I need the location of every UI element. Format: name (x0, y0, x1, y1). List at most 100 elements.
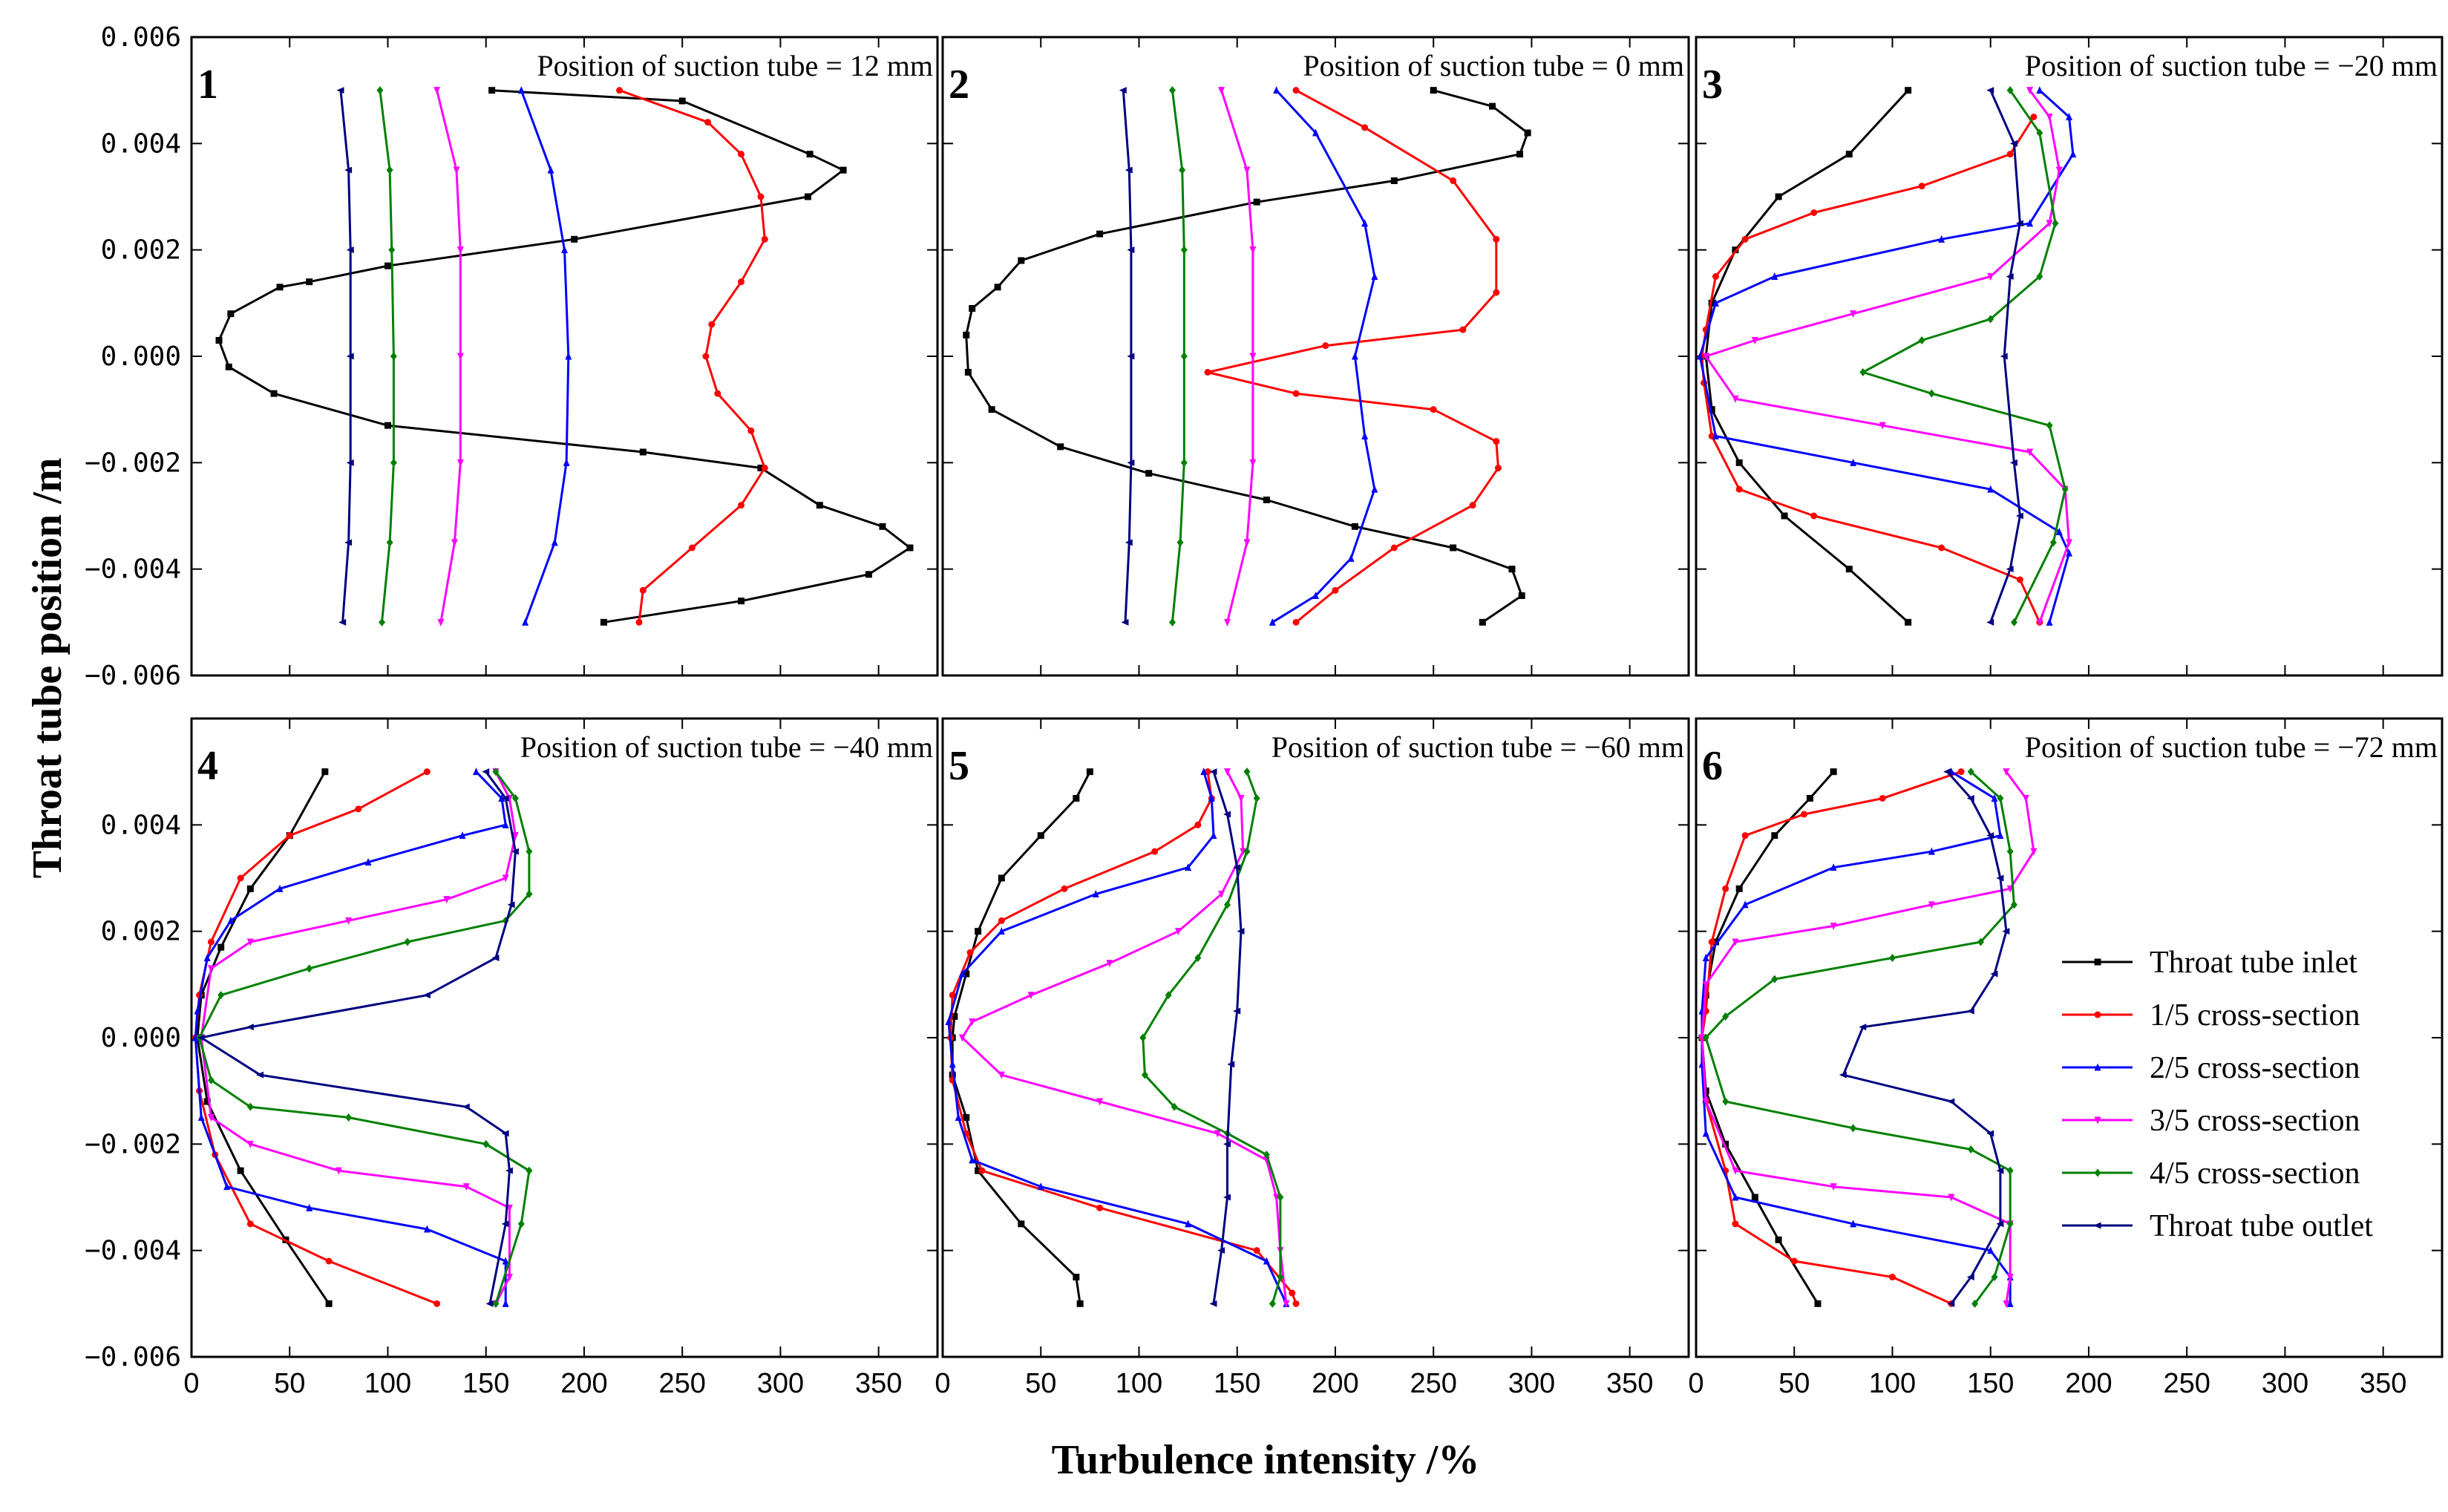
y-tick-label: 0.004 (101, 810, 181, 840)
data-point (1712, 298, 1719, 307)
series-throat-tube-outlet (1209, 768, 1245, 1307)
data-point (1253, 1247, 1260, 1254)
y-tick-label: 0.004 (101, 128, 181, 159)
data-point (963, 970, 970, 978)
series-2-5-cross-section (1698, 768, 2014, 1307)
data-point (227, 310, 235, 318)
x-tick-label: 50 (1778, 1368, 1810, 1399)
data-point (306, 1203, 313, 1211)
data-point (1741, 900, 1749, 909)
series-3-5-cross-section (958, 768, 1290, 1308)
data-point (1702, 1129, 1709, 1137)
data-point (1283, 1300, 1290, 1308)
data-point (1390, 544, 1398, 552)
data-point (2049, 538, 2057, 547)
data-point (1741, 235, 1749, 243)
data-point (1127, 459, 1135, 466)
series-4-5-cross-section (1859, 86, 2069, 626)
data-point (1312, 592, 1319, 599)
series-4-5-cross-section (1702, 768, 2017, 1308)
data-point (2046, 421, 2053, 430)
data-point (203, 1098, 211, 1105)
data-point (1967, 1145, 1974, 1153)
data-point (1928, 847, 1935, 855)
data-point (433, 1300, 441, 1307)
data-point (2009, 459, 2017, 466)
data-point (215, 337, 223, 344)
data-point (975, 1167, 982, 1174)
data-point (492, 1299, 500, 1308)
data-point (1990, 970, 1998, 978)
x-tick-label: 0 (183, 1368, 199, 1399)
data-point (2052, 219, 2059, 228)
data-point (639, 448, 647, 456)
data-point (2036, 128, 2043, 137)
data-point (197, 1113, 205, 1121)
data-point (1830, 1183, 1837, 1191)
data-point (364, 858, 372, 865)
data-point (1061, 885, 1068, 892)
data-point (1722, 1140, 1729, 1148)
panel-title: Position of suction tube = −40 mm (520, 730, 933, 764)
data-point (526, 890, 533, 898)
data-point (1971, 1299, 1979, 1308)
data-point (969, 305, 976, 312)
x-tick-label: 350 (855, 1368, 902, 1399)
series-throat-tube-outlet (1986, 87, 2023, 626)
data-point (2006, 1220, 2014, 1228)
data-point (207, 938, 215, 946)
data-point (1918, 336, 1925, 344)
data-point (203, 954, 211, 961)
data-point (1702, 353, 1709, 361)
data-point (1722, 885, 1729, 892)
data-point (437, 618, 445, 626)
series-throat-tube-inlet (1702, 87, 1912, 626)
series-line (951, 771, 1091, 1304)
series-1-5-cross-section (192, 768, 441, 1307)
data-point (1361, 432, 1369, 439)
data-point (1027, 992, 1035, 1000)
data-point (1708, 938, 1715, 946)
data-point (963, 1114, 970, 1121)
data-point (704, 119, 712, 126)
data-point (1217, 1247, 1225, 1254)
data-point (217, 943, 225, 951)
data-point (1223, 1140, 1231, 1148)
data-point (345, 1113, 353, 1122)
data-point (1996, 1220, 2004, 1228)
data-point (246, 885, 254, 892)
data-point (1830, 923, 1837, 930)
panel-5: 0 50 100 150 200 250 300 350 5 Position of suctio… (935, 717, 1690, 1399)
data-point (1208, 794, 1215, 802)
data-point (1176, 538, 1184, 547)
data-point (1273, 1194, 1280, 1202)
data-point (492, 768, 500, 776)
data-point (1459, 326, 1467, 333)
data-point (1966, 1274, 1974, 1280)
data-point (511, 832, 519, 840)
data-point (1830, 768, 1837, 776)
data-point (501, 1220, 509, 1228)
data-point (1702, 981, 1709, 989)
y-axis-title: Throat tube position /m (24, 458, 71, 879)
data-point (998, 917, 1005, 924)
data-point (456, 246, 464, 255)
data-point (1493, 438, 1500, 445)
legend-label: 3/5 cross-section (2150, 1104, 2360, 1138)
data-point (223, 1182, 231, 1191)
data-point (1987, 485, 1994, 493)
data-point (1997, 831, 2004, 840)
x-tick-label: 250 (1410, 1368, 1456, 1399)
data-point (1850, 310, 1857, 318)
data-point (1493, 235, 1500, 243)
data-point (1996, 1167, 2004, 1174)
data-point (517, 86, 525, 94)
data-point (2061, 485, 2069, 494)
data-point (498, 794, 505, 802)
series-line (194, 770, 507, 1304)
data-point (571, 235, 578, 243)
data-point (501, 795, 509, 802)
legend-marker (2094, 1168, 2101, 1177)
series-line (1212, 771, 1243, 1304)
panel-number: 4 (197, 743, 218, 789)
